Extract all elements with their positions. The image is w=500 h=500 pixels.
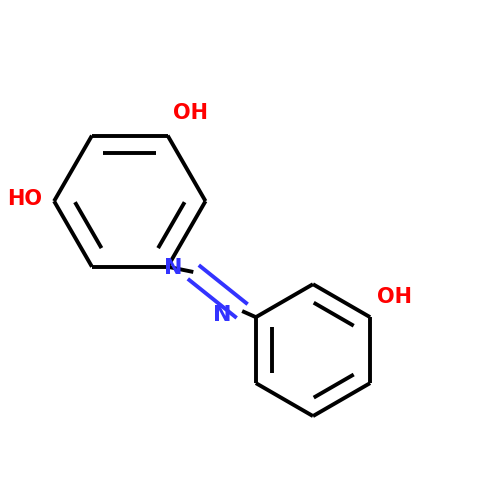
Text: N: N (213, 305, 232, 325)
Text: OH: OH (172, 104, 208, 124)
Text: OH: OH (378, 288, 412, 308)
Text: N: N (164, 258, 182, 278)
Text: HO: HO (7, 188, 42, 208)
